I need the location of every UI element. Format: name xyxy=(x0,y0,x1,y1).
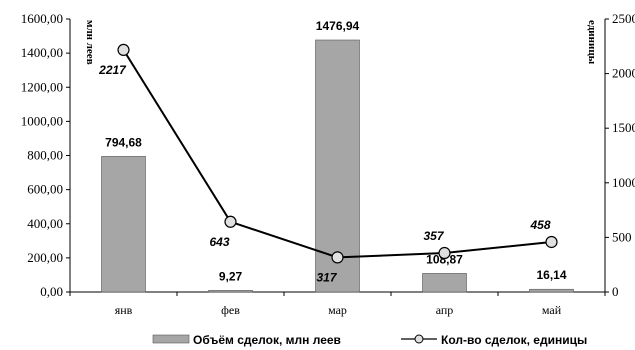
line-point xyxy=(438,246,451,260)
x-tick-label: май xyxy=(542,303,562,317)
y-right-tick-label: 2500 xyxy=(612,11,635,26)
line-data-label: 317 xyxy=(316,270,337,284)
y-left-tick-label: 1400,00 xyxy=(21,45,63,60)
x-tick-label: янв xyxy=(115,303,133,317)
x-tick-label: апр xyxy=(436,303,454,317)
bar xyxy=(422,273,467,293)
bar-data-label: 16,14 xyxy=(536,268,566,282)
bar-data-label: 108,87 xyxy=(426,252,463,266)
bar-data-label: 1476,94 xyxy=(316,19,360,33)
y-left-tick-label: 1000,00 xyxy=(21,113,63,128)
plot-area: 0,00 200,00 400,00 600,00 800,00 1000,00 1200,… xyxy=(21,11,635,317)
bar xyxy=(529,288,574,293)
y-right-tick-label: 2000 xyxy=(612,66,635,81)
y-left-tick-label: 800,00 xyxy=(27,148,63,163)
y-right-tick-label: 500 xyxy=(612,229,632,244)
bar-data-label: 794,68 xyxy=(105,135,142,149)
legend-line-marker xyxy=(414,334,424,344)
legend: Объём сделок, млн леев Кол-во сделок, еди… xyxy=(152,333,587,347)
y-left-tick-label: 200,00 xyxy=(27,250,63,265)
line-data-label: 458 xyxy=(529,218,550,232)
y-left-tick-label: 1200,00 xyxy=(21,79,63,94)
bar xyxy=(208,290,253,293)
bar-data-label: 9,27 xyxy=(219,269,243,283)
y-left-tick-label: 400,00 xyxy=(27,216,63,231)
bar xyxy=(315,39,360,293)
y-right-tick-label: 1000 xyxy=(612,175,635,190)
line-point xyxy=(331,251,344,264)
line-point xyxy=(224,215,237,228)
line-data-label: 357 xyxy=(423,229,444,243)
line-data-label: 643 xyxy=(209,235,229,249)
y-right-axis-label: единицы xyxy=(586,20,598,65)
y-left-tick-label: 0,00 xyxy=(40,284,63,299)
y-right-tick-label: 0 xyxy=(612,284,619,299)
line-point xyxy=(117,43,130,57)
x-tick-label: фев xyxy=(221,303,240,317)
y-right-tick-label: 1500 xyxy=(612,120,635,135)
y-left-axis-label: млн леев xyxy=(84,20,96,65)
legend-line-label: Кол-во сделок, единицы xyxy=(441,333,587,347)
line-point xyxy=(545,235,558,249)
legend-bar-label: Объём сделок, млн леев xyxy=(193,333,341,347)
legend-bar-swatch xyxy=(152,334,190,344)
line-data-label: 2217 xyxy=(98,63,127,77)
bar xyxy=(101,156,146,293)
y-left-tick-label: 600,00 xyxy=(27,182,63,197)
x-tick-label: мар xyxy=(328,303,347,317)
y-left-tick-label: 1600,00 xyxy=(21,11,63,26)
